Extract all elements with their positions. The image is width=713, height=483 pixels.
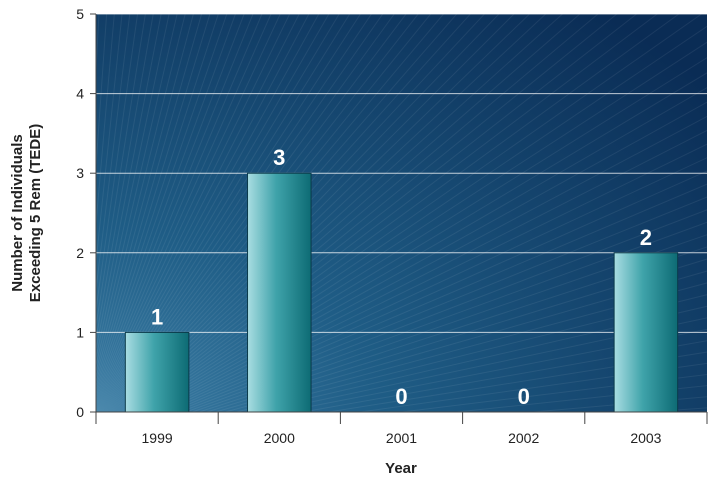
data-label: 0 <box>395 384 407 409</box>
background-ray <box>98 14 330 412</box>
background-ray <box>150 115 707 412</box>
x-tick-label: 1999 <box>142 430 173 446</box>
x-tick-label: 2001 <box>386 430 417 446</box>
y-axis-title-line-2: Exceeding 5 Rem (TEDE) <box>27 124 44 302</box>
y-ticks: 0 1 2 3 4 5 <box>76 6 96 420</box>
background-ray <box>96 14 281 411</box>
background-ray <box>115 14 515 412</box>
background-ray <box>130 14 680 412</box>
x-ticks: 1999 2000 2001 2002 2003 <box>95 412 708 446</box>
background-ray <box>168 183 707 412</box>
background-ray <box>119 14 564 412</box>
background-ray <box>96 14 291 412</box>
background-ray <box>96 14 178 368</box>
y-tick-label: 4 <box>76 86 84 102</box>
background-ray <box>101 14 362 412</box>
bars <box>124 172 679 413</box>
background-ray <box>112 14 486 412</box>
x-tick-label: 2002 <box>508 430 539 446</box>
background-ray <box>116 14 531 412</box>
background-ray <box>121 14 581 412</box>
background-ray <box>132 14 703 412</box>
background-ray <box>76 0 95 452</box>
background-ray <box>136 41 707 412</box>
background-ray <box>160 157 707 412</box>
background-ray <box>96 14 236 399</box>
gridlines <box>96 13 707 333</box>
background-ray <box>96 14 194 380</box>
y-tick-label: 1 <box>76 324 84 340</box>
background-ray <box>99 14 340 412</box>
background-ray <box>164 170 707 412</box>
background-ray <box>126 14 638 412</box>
background-ray <box>96 14 154 342</box>
data-label: 3 <box>273 145 285 170</box>
plot-area: 1 3 0 0 2 <box>76 0 707 452</box>
data-label: 2 <box>640 225 652 250</box>
background-ray <box>96 14 228 396</box>
background-ray <box>141 72 707 412</box>
background-ray <box>96 14 170 361</box>
background-ray <box>104 14 395 412</box>
plot-background <box>96 14 707 412</box>
background-ray <box>103 14 384 412</box>
background-ray <box>147 101 707 412</box>
y-axis: 0 1 2 3 4 5 <box>76 6 97 420</box>
background-ray <box>173 196 707 412</box>
background-ray <box>96 14 131 294</box>
background-ray <box>153 129 707 412</box>
bar <box>124 331 190 413</box>
y-tick-label: 0 <box>76 404 84 420</box>
background-ray <box>139 57 707 412</box>
background-ray <box>124 14 618 412</box>
background-ray <box>118 14 547 412</box>
y-axis-title-line-1: Number of Individuals <box>9 134 26 292</box>
y-tick-label: 3 <box>76 165 84 181</box>
background-ray <box>100 14 351 412</box>
background-ray <box>105 14 407 412</box>
x-tick-label: 2003 <box>630 430 661 446</box>
background-ray <box>96 14 139 314</box>
background-ray <box>110 14 458 412</box>
bar <box>247 172 312 413</box>
background-ray <box>108 14 445 412</box>
background-ray <box>96 14 245 402</box>
data-labels: 1 3 0 0 2 <box>151 145 652 409</box>
background-ray <box>144 87 707 412</box>
background-ray <box>96 14 219 393</box>
background-ray <box>156 143 707 412</box>
background-ray <box>122 14 599 412</box>
background-ray <box>96 14 203 385</box>
background-ray <box>96 14 272 409</box>
x-tick-label: 2000 <box>264 430 295 446</box>
data-label: 0 <box>518 384 530 409</box>
background-ray <box>111 14 472 412</box>
x-axis: 1999 2000 2001 2002 2003 <box>95 411 708 446</box>
background-ray <box>96 14 300 412</box>
background-ray <box>96 14 186 374</box>
background-ray <box>106 14 419 412</box>
background-ray <box>97 14 320 412</box>
bar <box>613 252 679 413</box>
y-tick-label: 2 <box>76 245 84 261</box>
background-ray <box>107 14 432 412</box>
background-ray <box>96 14 211 389</box>
x-axis-title: Year <box>385 460 417 477</box>
data-label: 1 <box>151 304 163 329</box>
background-ray <box>96 14 254 404</box>
background-ray <box>96 14 146 329</box>
background-ray <box>128 14 659 412</box>
background-ray <box>96 14 263 407</box>
background-ray <box>96 14 310 412</box>
background-ray <box>96 14 162 352</box>
background-ray <box>102 14 373 412</box>
y-tick-label: 5 <box>76 6 84 22</box>
background-ray <box>134 25 707 412</box>
background-ray <box>113 14 500 412</box>
y-axis-title: Number of Individuals Exceeding 5 Rem (T… <box>9 124 44 302</box>
